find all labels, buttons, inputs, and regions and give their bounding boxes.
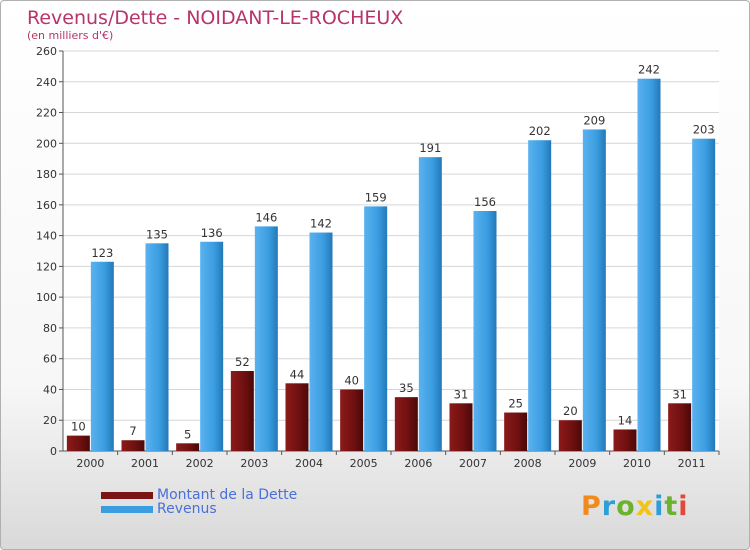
data-label-dette-2009: 20: [563, 404, 578, 418]
x-tick-label-2008: 2008: [514, 457, 542, 470]
data-label-revenus-2008: 202: [529, 124, 551, 138]
x-tick-label-2005: 2005: [350, 457, 378, 470]
logo-letter: i: [678, 491, 689, 522]
bar-revenus-2007: [473, 211, 497, 451]
data-label-revenus-2009: 209: [583, 113, 605, 127]
legend-swatch-dette: [101, 491, 153, 499]
x-tick-label-2009: 2009: [568, 457, 596, 470]
y-tick-label: 80: [43, 322, 57, 335]
x-tick-label-2000: 2000: [76, 457, 104, 470]
data-label-dette-2007: 31: [454, 387, 469, 401]
data-label-revenus-2010: 242: [638, 63, 660, 77]
logo-letter: t: [664, 491, 679, 522]
data-label-dette-2006: 35: [399, 381, 414, 395]
chart-title: Revenus/Dette - NOIDANT-LE-ROCHEUX: [27, 7, 404, 29]
logo-letter: P: [581, 491, 602, 522]
data-label-dette-2001: 7: [129, 424, 136, 438]
bar-revenus-2001: [145, 243, 169, 451]
data-label-dette-2010: 14: [618, 413, 633, 427]
data-label-revenus-2001: 135: [146, 227, 168, 241]
data-label-dette-2008: 25: [508, 397, 523, 411]
y-tick-label: 260: [36, 45, 57, 58]
y-tick-label: 0: [50, 445, 57, 458]
bar-dette-2005: [340, 389, 364, 451]
data-label-revenus-2007: 156: [474, 195, 496, 209]
x-tick-label-2010: 2010: [623, 457, 651, 470]
bar-revenus-2002: [200, 241, 224, 451]
y-tick-label: 60: [43, 353, 57, 366]
y-tick-label: 160: [36, 199, 57, 212]
y-tick-label: 100: [36, 291, 57, 304]
y-tick-label: 140: [36, 230, 57, 243]
data-label-revenus-2002: 136: [201, 226, 223, 240]
x-tick-label-2011: 2011: [678, 457, 706, 470]
y-tick-label: 120: [36, 260, 57, 273]
data-label-dette-2004: 44: [290, 367, 305, 381]
y-tick-label: 220: [36, 107, 57, 120]
bar-dette-2002: [176, 443, 200, 451]
y-tick-label: 240: [36, 76, 57, 89]
data-label-dette-2011: 31: [672, 387, 687, 401]
x-tick-label-2001: 2001: [131, 457, 159, 470]
legend-label-revenus: Revenus: [157, 501, 217, 517]
y-tick-label: 180: [36, 168, 57, 181]
x-tick-label-2004: 2004: [295, 457, 323, 470]
bar-dette-2003: [230, 371, 254, 451]
logo-letter: r: [601, 491, 617, 522]
bar-revenus-2003: [254, 226, 278, 451]
data-label-revenus-2006: 191: [419, 141, 441, 155]
y-tick-label: 40: [43, 383, 57, 396]
y-tick-label: 20: [43, 414, 57, 427]
chart-subtitle: (en milliers d'€): [27, 29, 114, 42]
y-tick-label: 200: [36, 137, 57, 150]
data-label-dette-2003: 52: [235, 355, 250, 369]
bar-dette-2006: [394, 397, 418, 451]
x-tick-label-2006: 2006: [404, 457, 432, 470]
x-tick-label-2007: 2007: [459, 457, 487, 470]
proxiti-logo: Proxiti: [581, 491, 689, 522]
bar-dette-2009: [558, 420, 582, 451]
legend-item-dette: Montant de la Dette: [101, 487, 297, 503]
bar-dette-2001: [121, 440, 145, 451]
logo-letter: x: [635, 491, 655, 522]
x-tick-label-2003: 2003: [240, 457, 268, 470]
plot-area: [63, 51, 719, 451]
data-label-dette-2000: 10: [71, 420, 86, 434]
data-label-dette-2002: 5: [184, 427, 191, 441]
legend-swatch-revenus: [101, 505, 153, 513]
bar-dette-2004: [285, 383, 309, 451]
data-label-revenus-2003: 146: [255, 210, 277, 224]
bar-revenus-2006: [418, 157, 442, 451]
logo-letter: i: [654, 491, 665, 522]
bar-dette-2007: [449, 403, 473, 451]
data-label-dette-2005: 40: [344, 373, 359, 387]
bar-revenus-2000: [90, 261, 114, 451]
data-label-revenus-2011: 203: [693, 123, 715, 137]
bar-dette-2011: [668, 403, 692, 451]
bar-revenus-2004: [309, 232, 333, 451]
data-label-revenus-2005: 159: [365, 190, 387, 204]
x-tick-label-2002: 2002: [186, 457, 214, 470]
bar-revenus-2008: [528, 140, 552, 451]
bar-revenus-2005: [364, 206, 388, 451]
bar-dette-2010: [613, 429, 637, 451]
data-label-revenus-2000: 123: [91, 246, 113, 260]
bar-dette-2000: [66, 435, 90, 451]
logo-letter: o: [616, 491, 636, 522]
bar-revenus-2009: [582, 129, 606, 451]
legend-label-dette: Montant de la Dette: [157, 487, 298, 503]
legend-item-revenus: Revenus: [101, 501, 217, 517]
data-label-revenus-2004: 142: [310, 217, 332, 231]
bar-dette-2008: [504, 412, 528, 451]
bar-revenus-2011: [692, 138, 716, 451]
bar-revenus-2010: [637, 78, 661, 451]
